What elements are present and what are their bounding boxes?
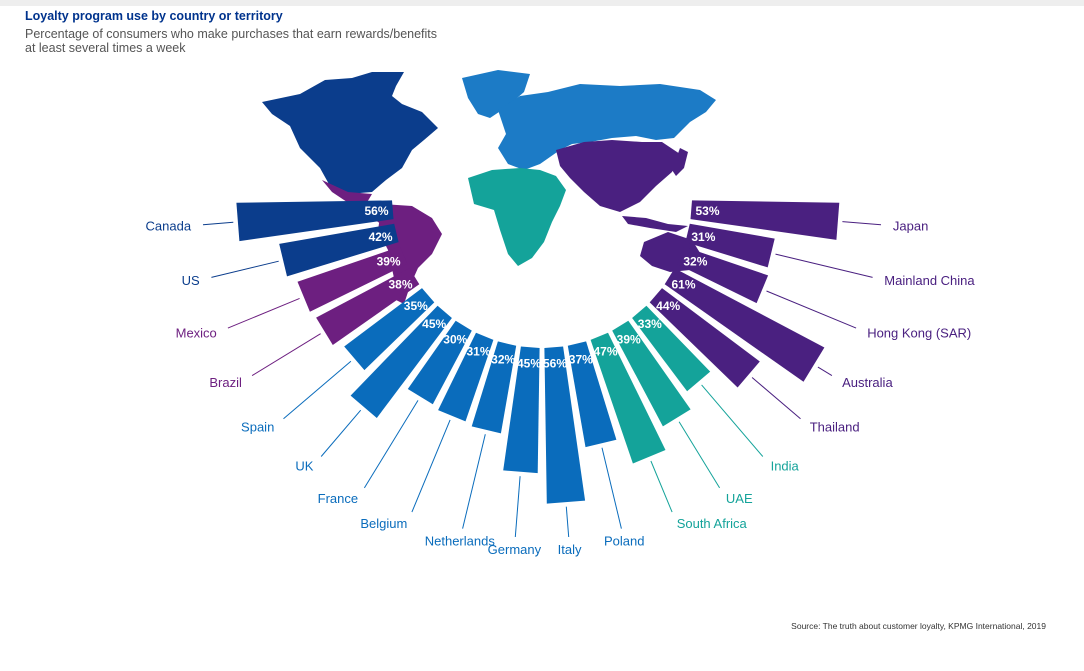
map-europe-russia <box>498 84 716 170</box>
chart-title: Loyalty program use by country or territ… <box>25 9 283 23</box>
value-label: 31% <box>466 344 490 358</box>
leader-line <box>202 221 234 226</box>
leader-line <box>565 506 570 538</box>
value-label: 56% <box>543 357 567 371</box>
bar-japan <box>690 200 840 240</box>
value-label: 39% <box>617 333 641 347</box>
map-japan <box>672 148 688 176</box>
bar-poland <box>567 341 617 448</box>
bar-uae <box>612 320 691 427</box>
bar-brazil <box>316 268 420 345</box>
map-asia <box>556 140 680 212</box>
category-label: Italy <box>558 542 582 557</box>
bar-mexico <box>297 246 408 312</box>
leader-line <box>751 377 801 420</box>
leader-line <box>775 253 873 278</box>
bar-netherlands <box>471 341 517 434</box>
bars-group: 56% Canada 42% US 39% Mexico 38% Brazil 35% Spain… <box>146 200 975 557</box>
value-label: 42% <box>369 230 393 244</box>
leader-line <box>363 400 419 489</box>
leader-line <box>462 434 486 529</box>
chart-subtitle: Percentage of consumers who make purchas… <box>25 27 438 55</box>
map-indonesia <box>622 216 688 232</box>
category-label: Hong Kong (SAR) <box>867 326 971 341</box>
value-label: 53% <box>695 204 719 218</box>
leader-line <box>283 360 352 420</box>
leader-line <box>678 421 721 489</box>
leader-line <box>251 333 321 377</box>
bar-france <box>407 320 472 405</box>
leader-line <box>601 447 622 529</box>
leader-line <box>650 460 673 513</box>
category-label: Japan <box>893 219 928 234</box>
category-label: France <box>318 491 358 506</box>
value-label: 32% <box>683 255 707 269</box>
value-label: 33% <box>638 317 662 331</box>
category-label: Germany <box>488 542 542 557</box>
category-label: UAE <box>726 491 753 506</box>
bar-us <box>279 223 399 277</box>
bar-uk <box>350 305 452 418</box>
category-label: South Africa <box>677 516 748 531</box>
category-label: Mexico <box>176 326 217 341</box>
value-label: 39% <box>377 255 401 269</box>
category-label: Canada <box>146 219 192 234</box>
category-label: Thailand <box>810 420 860 435</box>
category-label: Netherlands <box>425 533 496 548</box>
category-label: India <box>771 459 800 474</box>
category-label: US <box>182 273 200 288</box>
category-label: Brazil <box>209 375 242 390</box>
source-note: Source: The truth about customer loyalty… <box>791 621 1046 631</box>
category-label: Spain <box>241 420 274 435</box>
leader-line <box>411 419 451 513</box>
category-label: Australia <box>842 375 893 390</box>
value-label: 61% <box>671 278 695 292</box>
value-label: 35% <box>404 299 428 313</box>
value-label: 45% <box>422 317 446 331</box>
leader-line <box>514 476 521 538</box>
bar-canada <box>236 200 394 242</box>
bar-australia <box>664 268 825 382</box>
value-label: 31% <box>691 230 715 244</box>
bar-italy <box>544 346 586 504</box>
top-strip <box>0 0 1084 6</box>
category-label: Mainland China <box>884 273 975 288</box>
value-label: 45% <box>517 357 541 371</box>
value-label: 30% <box>443 333 467 347</box>
bar-south-africa <box>590 332 666 464</box>
leader-line <box>320 409 362 457</box>
value-label: 38% <box>388 278 412 292</box>
category-label: Poland <box>604 533 644 548</box>
bar-spain <box>344 288 435 371</box>
leader-line <box>211 260 279 278</box>
bar-belgium <box>438 332 494 422</box>
leader-line <box>701 384 764 457</box>
value-label: 37% <box>569 352 593 366</box>
bar-hong-kong-sar <box>676 246 769 304</box>
value-label: 47% <box>593 344 617 358</box>
category-label: UK <box>295 459 313 474</box>
value-label: 32% <box>491 352 515 366</box>
bar-thailand <box>649 288 760 388</box>
category-label: Belgium <box>360 516 407 531</box>
bar-mainland-china <box>685 223 775 268</box>
value-label: 44% <box>656 299 680 313</box>
leader-line <box>817 366 833 377</box>
value-label: 56% <box>364 204 388 218</box>
leader-line <box>227 297 300 329</box>
leader-line <box>842 221 882 226</box>
map-north-america <box>262 72 438 194</box>
leader-line <box>766 290 857 329</box>
map-africa <box>468 168 566 266</box>
world-map <box>262 70 716 304</box>
bar-germany <box>503 346 540 474</box>
bar-india <box>632 305 711 392</box>
map-greenland <box>462 70 530 118</box>
